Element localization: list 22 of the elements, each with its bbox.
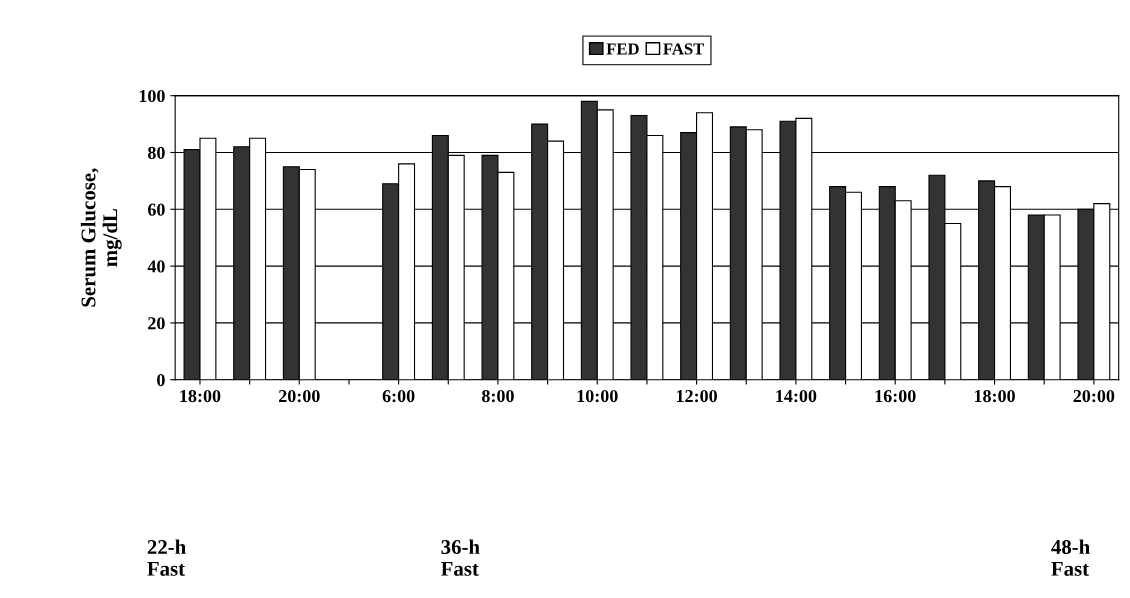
x-tick-label: 8:00: [482, 389, 514, 403]
text: 36-h Fast: [441, 539, 480, 576]
y-tick-label: 100: [139, 89, 165, 103]
x-tick-label: 10:00: [577, 389, 618, 403]
text: 48-h Fast: [1051, 539, 1090, 576]
x-tick-label: 12:00: [676, 389, 717, 403]
x-tick-label: 16:00: [875, 389, 916, 403]
x-tick-label: 18:00: [180, 389, 221, 403]
text: 22-h Fast: [147, 539, 186, 576]
y-tick-label: 60: [147, 203, 165, 216]
x-tick-label: 14:00: [776, 389, 817, 403]
y-tick-label: 0: [157, 373, 165, 387]
y-tick-label: 40: [147, 260, 165, 273]
y-axis-title: Serum Glucose, mg/dL: [80, 168, 122, 307]
y-tick-label: 20: [148, 317, 165, 330]
x-tick-label: 6:00: [382, 389, 415, 403]
legend-label: FED: [606, 43, 639, 55]
x-tick-label: 20:00: [1073, 389, 1115, 403]
x-tick-label: 20:00: [279, 389, 320, 403]
legend-label: FAST: [663, 43, 705, 55]
y-tick-label: 80: [147, 146, 165, 159]
x-tick-label: 18:00: [974, 389, 1015, 403]
